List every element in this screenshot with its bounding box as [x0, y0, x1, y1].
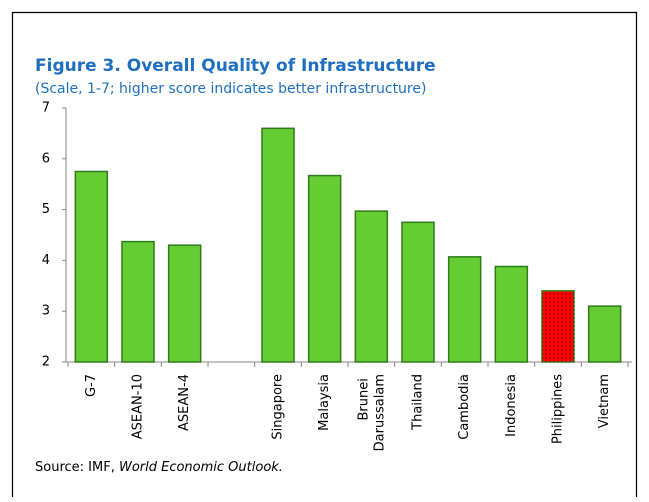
- bar: [447, 256, 482, 363]
- x-tick-label: Malaysia: [317, 374, 332, 431]
- y-tick-label: 5: [42, 202, 50, 217]
- y-tick-label: 3: [42, 304, 50, 319]
- x-tick-label: Cambodia: [457, 374, 472, 440]
- bar: [354, 210, 389, 363]
- bar: [74, 170, 109, 363]
- x-tick-label: Thailand: [411, 374, 426, 431]
- bar-pattern: [542, 290, 574, 362]
- x-tick-label: Vietnam: [597, 374, 612, 428]
- x-tick-label: Singapore: [271, 374, 286, 440]
- y-tick-label: 2: [42, 355, 50, 370]
- source-italic: World Economic Outlook.: [119, 460, 283, 475]
- bar: [167, 244, 202, 363]
- x-tick-label: ASEAN-10: [131, 374, 146, 439]
- bar: [261, 127, 295, 363]
- bar: [494, 265, 529, 363]
- chart-subtitle: (Scale, 1-7; higher score indicates bett…: [35, 81, 426, 97]
- bar: [121, 240, 155, 363]
- x-tick-label: Philippines: [551, 374, 566, 444]
- x-tick-label: G-7: [84, 374, 99, 397]
- x-tick-label: ASEAN-4: [177, 374, 192, 431]
- x-tick-label: Brunei Darussalam: [356, 374, 387, 451]
- y-tick-label: 4: [42, 253, 50, 268]
- y-tick-label: 6: [42, 151, 50, 166]
- bar: [587, 305, 622, 363]
- chart-title: Figure 3. Overall Quality of Infrastruct…: [35, 56, 436, 76]
- bar: [307, 174, 342, 363]
- frame: [11, 11, 638, 497]
- source-prefix: Source: IMF,: [35, 460, 119, 475]
- bar: [401, 221, 435, 363]
- x-tick-label: Indonesia: [504, 374, 519, 437]
- source: Source: IMF, World Economic Outlook.: [35, 460, 283, 475]
- y-tick-label: 7: [42, 101, 50, 116]
